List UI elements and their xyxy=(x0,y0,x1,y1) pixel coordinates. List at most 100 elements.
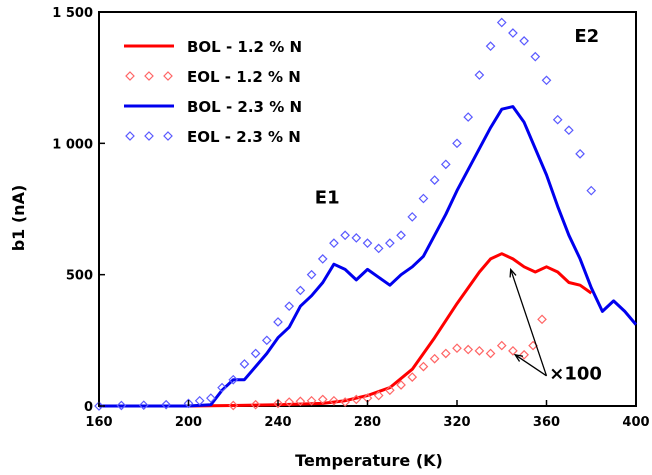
legend-label: EOL - 1.2 % N xyxy=(187,68,301,86)
data-point xyxy=(508,28,518,38)
data-point xyxy=(206,393,216,403)
axes: 160 200 240 280 320 360 400 0 500 1 000 1 500 xyxy=(52,6,649,430)
data-point xyxy=(340,397,350,407)
x-tick-label: 400 xyxy=(622,415,649,430)
legend-swatch-marker xyxy=(144,131,154,141)
data-point xyxy=(317,254,328,264)
data-point xyxy=(537,314,547,325)
data-point xyxy=(407,212,418,222)
series-group xyxy=(94,17,638,411)
data-point xyxy=(418,361,429,372)
data-point xyxy=(351,233,362,243)
legend-swatch-marker xyxy=(125,131,135,141)
x-tick-label: 280 xyxy=(354,415,381,430)
data-point xyxy=(508,345,518,356)
data-point xyxy=(194,395,205,406)
data-point xyxy=(418,193,429,204)
legend-entry: BOL - 2.3 % N xyxy=(124,98,302,116)
data-point xyxy=(261,335,272,346)
data-point xyxy=(385,238,395,248)
x-tick-label: 240 xyxy=(264,415,291,430)
data-point xyxy=(284,301,295,312)
legend-swatch-marker xyxy=(144,71,154,81)
data-point xyxy=(329,395,339,406)
data-point xyxy=(407,372,418,382)
annotation-arrow xyxy=(514,354,547,377)
data-point xyxy=(217,382,227,393)
legend-swatch-marker xyxy=(125,71,135,81)
x-tick-label: 200 xyxy=(175,415,202,430)
data-point xyxy=(183,398,194,409)
data-point xyxy=(250,399,261,410)
arrow-head xyxy=(509,267,517,278)
data-point xyxy=(519,36,529,46)
data-point xyxy=(429,353,440,364)
y-tick-label: 0 xyxy=(84,400,93,415)
y-tick-label: 1 000 xyxy=(52,137,93,152)
arrow-head xyxy=(513,353,524,362)
annotation-label: E1 xyxy=(315,188,340,209)
data-point xyxy=(496,17,507,28)
legend-entry: EOL - 1.2 % N xyxy=(125,68,301,86)
data-point xyxy=(575,148,585,159)
data-point xyxy=(541,75,552,86)
series-2 xyxy=(228,314,547,411)
data-point xyxy=(452,343,462,354)
legend-label: EOL - 2.3 % N xyxy=(187,128,301,146)
series-line xyxy=(188,252,593,408)
x-axis-title: Temperature (K) xyxy=(295,451,443,470)
data-point xyxy=(373,243,384,254)
x-tick-label: 320 xyxy=(443,415,470,430)
series-1 xyxy=(188,252,593,408)
data-point xyxy=(329,238,339,248)
data-point xyxy=(429,175,440,185)
data-point xyxy=(250,348,261,359)
legend-entry: BOL - 1.2 % N xyxy=(124,38,302,56)
data-point xyxy=(564,125,574,136)
x-tick-label: 160 xyxy=(85,415,112,430)
annotation-arrow xyxy=(510,269,548,377)
data-point xyxy=(440,159,451,170)
data-point xyxy=(161,399,171,410)
legend-entry: EOL - 2.3 % N xyxy=(125,128,301,146)
data-point xyxy=(273,398,283,409)
data-point xyxy=(273,317,283,327)
data-point xyxy=(452,138,462,149)
data-point xyxy=(306,269,317,280)
data-point xyxy=(530,51,541,62)
data-point xyxy=(362,238,373,248)
plot-area xyxy=(98,11,637,407)
data-point xyxy=(485,348,496,359)
data-point xyxy=(340,230,350,241)
data-point xyxy=(228,400,239,411)
data-point xyxy=(94,401,104,411)
series-4 xyxy=(94,17,597,411)
legend-swatch-marker xyxy=(163,131,173,141)
annotation-label: ×100 xyxy=(549,364,602,385)
data-point xyxy=(552,114,563,125)
data-point xyxy=(138,400,149,411)
annotations: E1 E2 ×100 xyxy=(315,26,602,385)
data-point xyxy=(284,397,295,407)
data-point xyxy=(385,385,395,396)
x-tick-label: 360 xyxy=(533,415,560,430)
y-axis-title: b1 (nA) xyxy=(9,185,28,252)
data-point xyxy=(519,349,529,360)
legend-label: BOL - 2.3 % N xyxy=(187,98,302,116)
data-point xyxy=(351,394,362,405)
data-point xyxy=(586,185,597,196)
data-point xyxy=(463,112,474,122)
data-point xyxy=(295,396,306,407)
data-point xyxy=(396,230,406,241)
data-point xyxy=(295,285,306,296)
data-point xyxy=(474,345,485,356)
legend: BOL - 1.2 % N EOL - 1.2 % N BOL - 2.3 % N E… xyxy=(124,38,302,146)
data-point xyxy=(373,390,384,401)
data-point xyxy=(485,41,496,51)
data-point xyxy=(474,70,485,80)
annotation-label: E2 xyxy=(574,26,599,47)
data-point xyxy=(396,380,406,390)
data-point xyxy=(496,340,507,351)
data-point xyxy=(306,395,317,406)
data-point xyxy=(116,400,127,411)
